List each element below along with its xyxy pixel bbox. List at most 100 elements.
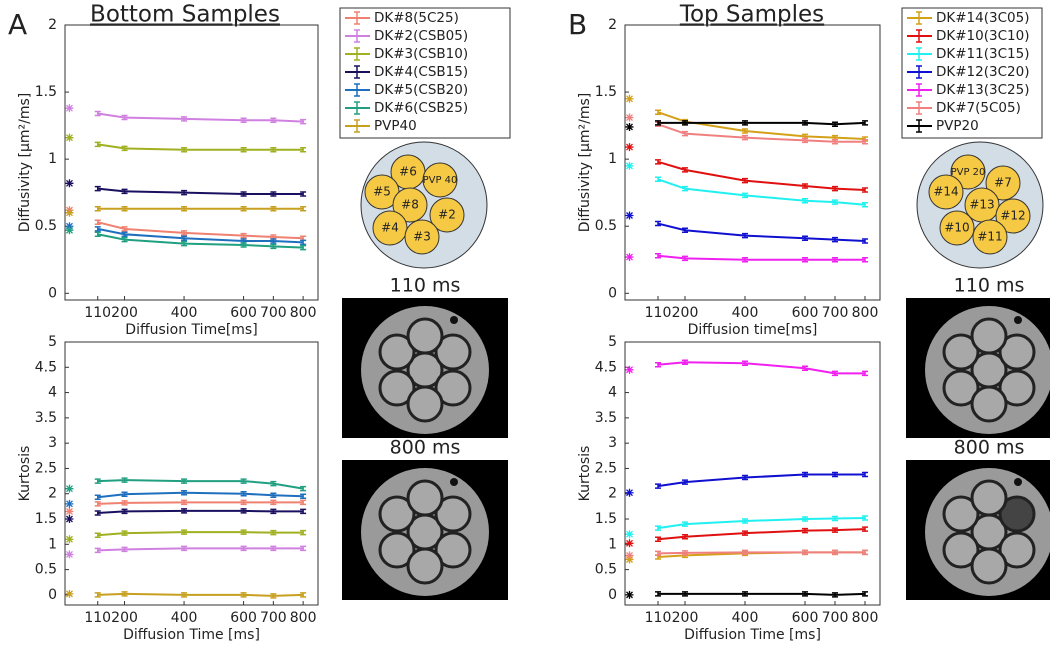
legend-errbar <box>354 83 360 97</box>
y-tick-label: 1 <box>608 151 617 167</box>
y-tick-label: 0 <box>48 587 57 603</box>
series-line <box>97 187 304 196</box>
data-point <box>270 243 277 250</box>
data-point <box>181 206 188 212</box>
legend-label: DK#6(CSB25) <box>374 100 468 116</box>
data-point <box>742 257 748 263</box>
star-marker <box>625 590 634 599</box>
data-point <box>682 479 688 485</box>
data-point <box>742 128 748 134</box>
data-point <box>682 120 688 126</box>
data-point <box>240 117 247 123</box>
sample-label: #12 <box>1000 209 1025 223</box>
series-line <box>657 361 865 375</box>
data-point <box>682 185 688 192</box>
y-axis-label: Diffusivity [μm²/ms] <box>17 93 33 233</box>
data-point <box>240 191 247 197</box>
star-marker <box>65 535 74 544</box>
y-tick-label: 0 <box>48 285 57 301</box>
data-point <box>802 549 808 556</box>
series-line <box>657 551 865 555</box>
y-tick-label: 2.5 <box>595 460 617 476</box>
series-line <box>657 222 866 242</box>
sample-tube <box>392 187 428 223</box>
legend-errbar <box>354 101 360 115</box>
data-point <box>94 185 101 192</box>
sample-label: #10 <box>944 221 969 235</box>
series-line <box>97 233 304 249</box>
sample-tube <box>404 219 440 255</box>
legend-label: DK#3(CSB10) <box>374 46 468 62</box>
legend-errbar <box>354 47 360 61</box>
data-point <box>832 515 838 522</box>
mri-tube <box>406 479 444 517</box>
data-point <box>300 493 307 500</box>
data-point <box>121 491 128 497</box>
y-tick-label: 4 <box>48 385 57 401</box>
legend-label: DK#5(CSB20) <box>374 82 468 98</box>
star-marker <box>65 484 74 493</box>
plot-area <box>64 24 319 301</box>
series-line <box>97 227 304 244</box>
data-point <box>300 244 307 251</box>
data-point <box>655 109 661 115</box>
data-point <box>94 206 101 212</box>
star-marker <box>625 488 634 497</box>
x-axis-label: Diffusion Time [ms] <box>684 627 821 643</box>
series-line <box>97 221 304 240</box>
y-tick-label: 1.5 <box>35 511 57 527</box>
sample-label: #14 <box>933 185 958 199</box>
legend-errbar <box>916 83 922 97</box>
sample-label: #6 <box>399 165 417 179</box>
y-tick-label: 0 <box>608 587 617 603</box>
data-point <box>240 242 247 248</box>
data-point <box>802 137 808 144</box>
data-point <box>682 167 688 173</box>
mri-tube <box>998 531 1036 569</box>
series-line <box>97 143 304 151</box>
mri-tube <box>378 531 416 569</box>
x-tick-label: 600 <box>792 305 819 321</box>
sample-label: PVP 40 <box>423 175 458 186</box>
y-tick-label: 2 <box>48 486 57 502</box>
data-point <box>802 516 808 522</box>
data-point <box>832 257 838 263</box>
mri-marker <box>450 316 458 324</box>
data-point <box>240 499 247 506</box>
data-point <box>240 490 247 497</box>
mri-marker <box>1014 316 1022 324</box>
series-line <box>97 491 304 499</box>
data-point <box>181 147 188 153</box>
series-line <box>97 501 304 505</box>
sample-label: #11 <box>977 230 1002 244</box>
x-tick-label: 800 <box>852 305 879 321</box>
data-point <box>270 191 277 197</box>
legend-label: DK#7(5C05) <box>936 100 1021 116</box>
data-point <box>862 238 868 244</box>
data-point <box>121 226 128 232</box>
y-tick-label: 2.5 <box>35 460 57 476</box>
data-point <box>742 518 748 524</box>
data-point <box>832 549 838 556</box>
data-point <box>742 530 748 536</box>
y-axis-label: Kurtosis <box>577 446 593 502</box>
sample-tube <box>985 165 1021 201</box>
sample-label: #8 <box>401 198 419 212</box>
y-tick-label: 1 <box>48 151 57 167</box>
x-tick-label: 800 <box>852 610 879 626</box>
data-point <box>832 527 838 533</box>
legend-errbar <box>354 11 360 25</box>
legend-label: DK#8(5C25) <box>374 10 459 26</box>
legend-label: DK#11(3C15) <box>936 46 1029 62</box>
y-tick-label: 1.5 <box>35 84 57 100</box>
mri-tube <box>378 369 416 407</box>
series-line <box>97 592 304 597</box>
mri-tube <box>998 333 1036 371</box>
data-point <box>300 529 307 536</box>
y-tick-label: 2 <box>608 17 617 33</box>
data-point <box>121 546 128 553</box>
sample-tube <box>995 198 1031 234</box>
data-point <box>94 219 101 225</box>
x-tick-label: 400 <box>171 305 198 321</box>
